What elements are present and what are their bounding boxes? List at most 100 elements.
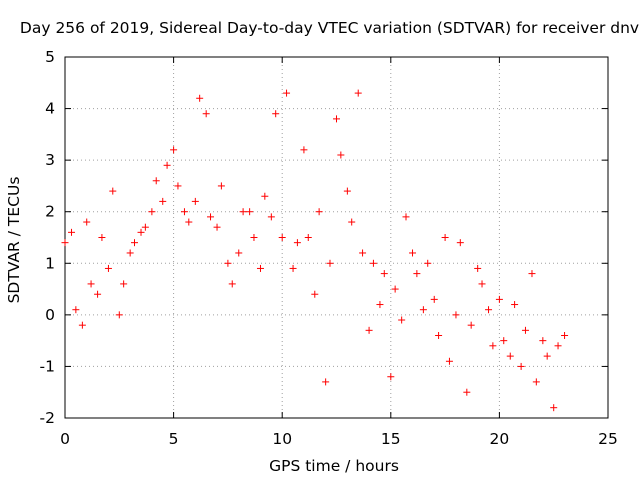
y-tick-label: -2 — [40, 409, 55, 427]
data-point — [354, 89, 362, 97]
y-tick-label: 4 — [45, 100, 55, 118]
data-point — [131, 239, 139, 247]
data-point — [430, 295, 438, 303]
data-point — [337, 151, 345, 159]
data-point — [489, 342, 497, 350]
data-point — [185, 218, 193, 226]
data-point — [159, 197, 167, 205]
data-point — [550, 404, 558, 412]
data-point — [315, 208, 323, 216]
data-point — [402, 213, 410, 221]
data-point — [419, 306, 427, 314]
data-point — [246, 208, 254, 216]
data-point — [463, 388, 471, 396]
data-point — [528, 270, 536, 278]
data-point — [87, 280, 95, 288]
data-point — [61, 239, 69, 247]
data-point — [326, 259, 334, 267]
y-tick-label: -1 — [40, 357, 55, 375]
data-point — [115, 311, 123, 319]
data-point — [376, 301, 384, 309]
data-point — [235, 249, 243, 257]
x-tick-label: 20 — [490, 430, 510, 448]
data-point — [228, 280, 236, 288]
data-point — [517, 362, 525, 370]
data-point — [78, 321, 86, 329]
data-point — [109, 187, 117, 195]
data-point — [83, 218, 91, 226]
data-point — [148, 208, 156, 216]
x-tick-label: 25 — [598, 430, 618, 448]
data-point — [561, 331, 569, 339]
x-tick-label: 15 — [381, 430, 401, 448]
y-tick-label: 2 — [45, 203, 55, 221]
data-point — [278, 234, 286, 241]
data-point — [163, 161, 171, 169]
data-point — [532, 378, 540, 386]
data-point — [152, 177, 160, 185]
data-point — [141, 223, 149, 231]
plot-frame — [64, 56, 609, 419]
data-point — [322, 378, 330, 386]
data-point — [104, 264, 112, 272]
data-point — [191, 197, 199, 205]
data-point — [196, 94, 204, 102]
data-point — [94, 290, 102, 298]
data-point — [202, 110, 210, 118]
chart-title: Day 256 of 2019, Sidereal Day-to-day VTE… — [20, 19, 640, 37]
data-point — [478, 280, 486, 288]
data-point — [511, 301, 519, 309]
data-point — [180, 208, 188, 216]
data-point — [174, 182, 182, 190]
data-point — [500, 337, 508, 345]
x-tick-label: 0 — [60, 430, 70, 448]
data-point — [380, 270, 388, 278]
data-point — [213, 223, 221, 231]
data-point — [72, 306, 80, 314]
data-point — [506, 352, 514, 360]
data-point — [359, 249, 367, 257]
data-point — [120, 280, 128, 288]
data-point — [207, 213, 215, 221]
data-point — [521, 326, 529, 334]
data-point — [68, 228, 76, 236]
data-point — [495, 295, 503, 303]
data-point — [283, 89, 291, 97]
data-points — [61, 89, 569, 412]
x-axis-label: GPS time / hours — [269, 457, 399, 475]
data-point — [289, 264, 297, 272]
grid — [65, 57, 608, 418]
data-point — [261, 192, 269, 200]
data-point — [424, 259, 432, 267]
data-point — [456, 239, 464, 247]
data-point — [311, 290, 319, 298]
data-point — [293, 239, 301, 247]
data-point — [217, 182, 225, 190]
data-point — [413, 270, 421, 278]
data-point — [554, 342, 562, 350]
data-point — [239, 208, 247, 216]
axis-ticks: 0 5 10 15 20 25 -2 -1 0 1 2 3 4 5 — [40, 48, 618, 448]
y-axis-label: SDTVAR / TECUs — [5, 177, 23, 304]
data-point — [441, 234, 449, 241]
data-point — [485, 306, 493, 314]
data-point — [304, 234, 312, 241]
data-point — [452, 311, 460, 319]
data-point — [543, 352, 551, 360]
data-point — [387, 373, 395, 381]
data-point — [445, 357, 453, 365]
data-point — [539, 337, 547, 345]
data-point — [137, 228, 145, 236]
data-point — [224, 259, 232, 267]
data-point — [369, 259, 377, 267]
y-tick-label: 3 — [45, 151, 55, 169]
data-point — [272, 110, 280, 118]
data-point — [348, 218, 356, 226]
data-point — [170, 146, 178, 154]
data-point — [250, 234, 258, 241]
data-point — [98, 234, 106, 241]
data-point — [365, 326, 373, 334]
data-point — [409, 249, 417, 257]
y-tick-label: 5 — [45, 48, 55, 66]
